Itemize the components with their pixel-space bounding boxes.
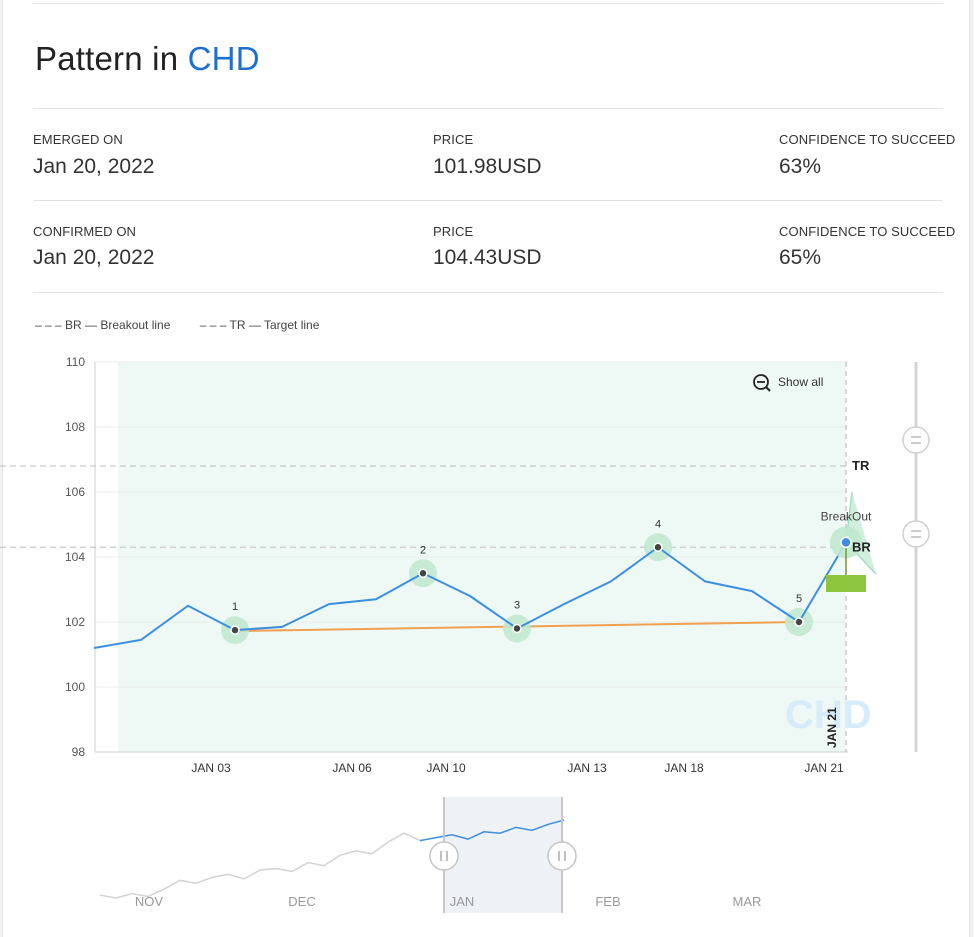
slider-handle-top[interactable] [902,426,930,454]
slider-handle-bottom[interactable] [902,520,930,548]
navigator-history-line [99,832,421,899]
emerged-confidence: 63% [779,155,822,178]
x-tick-label: JAN 10 [426,761,466,775]
page-title: Pattern in CHD [35,40,260,78]
symbol-watermark: CHD [785,693,872,737]
breakout-point[interactable] [840,536,852,549]
legend-target: – – – TR — Target line [199,318,320,332]
handle-circle [902,520,930,548]
legend-breakout: – – – BR — Breakout line [35,318,171,332]
divider [33,292,943,293]
pivot-points: 1 2 3 4 5 [230,518,804,635]
pivot-point[interactable] [653,542,663,552]
breakout-label: BreakOut [821,509,872,523]
handle-circle [902,426,930,454]
navigator-labels: NOV DEC JAN FEB MAR [135,894,762,909]
navigator-handle-left[interactable] [429,841,459,871]
show-all-label: Show all [778,375,823,389]
navigator-label: JAN [450,894,475,909]
price-line [93,541,847,649]
x-tick-label: JAN 13 [567,761,607,775]
navigator-handle-right[interactable] [547,841,577,871]
divider [33,200,943,201]
navigator-label: DEC [288,894,315,909]
x-tick-label: JAN 18 [664,761,704,775]
navigator: NOV DEC JAN FEB MAR [99,797,762,913]
y-tick-label: 104 [65,550,85,564]
chart-legend: – – – BR — Breakout line – – – TR — Targ… [35,318,345,332]
y-tick-label: 106 [65,485,85,499]
pivot-label: 1 [232,601,238,613]
emerged-price: 101.98USD [433,155,542,178]
top-divider [33,3,943,4]
pivot-label: 3 [514,600,520,612]
pivot-label: 2 [420,544,426,556]
zoom-out-icon [753,374,769,390]
navigator-label: NOV [135,894,164,909]
y-tick-label: 102 [65,615,85,629]
handle-circle [429,841,459,871]
show-all-button[interactable]: Show all [753,374,823,392]
y-tick-labels: 98 100 102 104 106 108 110 [65,355,85,759]
breakout-fan [846,492,876,574]
emerged-price-label: PRICE [433,132,474,147]
pivot-point[interactable] [512,623,522,634]
confirmed-price-label: PRICE [433,224,474,239]
navigator-window[interactable] [444,797,562,913]
x-tick-labels: JAN 03 JAN 06 JAN 10 JAN 13 JAN 18 JAN 21 [191,761,844,775]
y-tick-label: 100 [65,680,85,694]
title-prefix: Pattern in [35,40,179,77]
x-tick-label: JAN 21 [804,761,844,775]
y-tick-label: 110 [66,355,85,369]
emerged-date: Jan 20, 2022 [33,155,155,178]
x-tick-label: JAN 03 [191,761,231,775]
x-tick-label: JAN 06 [332,761,372,775]
pivot-label: 5 [796,593,802,605]
y-tick-label: 108 [65,420,85,434]
y-tick-label: 98 [72,745,86,759]
divider [33,108,943,109]
pivot-point[interactable] [794,617,804,627]
confirmed-date-label: CONFIRMED ON [33,224,137,239]
pivot-point[interactable] [418,568,428,578]
target-line-label: TR [852,458,870,473]
confirmed-price: 104.43USD [433,246,542,269]
vertical-range-slider [902,362,930,752]
pivot-point[interactable] [230,625,240,635]
zoom-out-icon-handle [765,386,771,392]
emerged-date-label: EMERGED ON [33,132,123,147]
event-date-label: JAN 21 [825,707,839,748]
confirmed-confidence-label: CONFIDENCE TO SUCCEED [779,224,956,239]
breakout-marker: BreakOut [821,491,877,592]
emerged-confidence-label: CONFIDENCE TO SUCCEED [779,132,956,147]
target-box [826,575,866,592]
confirmed-date: Jan 20, 2022 [33,246,155,269]
navigator-label: FEB [595,894,620,909]
pivot-label: 4 [655,518,661,530]
confirmed-confidence: 65% [779,246,822,269]
navigator-label: MAR [733,894,762,909]
symbol-link[interactable]: CHD [187,40,260,77]
handle-circle [547,841,577,871]
breakout-line-label: BR [852,539,871,554]
